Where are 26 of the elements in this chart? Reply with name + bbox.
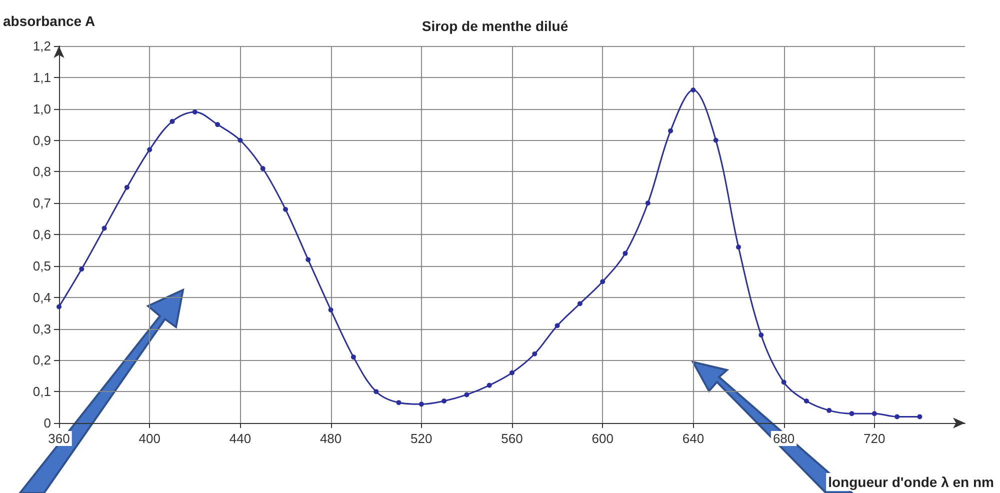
x-tick-label: 720: [864, 431, 886, 446]
chart-title: Sirop de menthe dilué: [422, 18, 568, 34]
x-tick-label: 520: [410, 431, 432, 446]
y-axis-title: absorbance A: [3, 13, 96, 29]
x-tick-label: 560: [501, 431, 523, 446]
y-tick-label: 0,2: [32, 352, 51, 368]
y-tick-label: 0,5: [32, 258, 51, 274]
x-tick-label: 600: [592, 431, 614, 446]
x-axis-title: longueur d'onde λ en nm: [828, 474, 994, 490]
y-tick-label: 1,0: [32, 101, 51, 116]
y-tick-label: 0,1: [32, 384, 51, 400]
x-tick-label: 480: [320, 431, 342, 446]
y-tick-label: 0,3: [32, 321, 51, 336]
x-tick-label: 680: [772, 431, 795, 446]
x-tick-label: 440: [229, 431, 252, 446]
y-tick-label: 1,1: [32, 70, 51, 85]
y-tick-label: 0,7: [32, 196, 51, 211]
y-tick-label: 0: [44, 416, 51, 430]
y-tick-label: 0,8: [32, 164, 51, 180]
x-tick-label: 640: [682, 431, 704, 446]
x-tick-label: 400: [138, 431, 160, 446]
y-tick-label: 1,2: [32, 38, 51, 54]
y-tick-label: 0,9: [32, 132, 51, 148]
y-tick-label: 0,6: [32, 227, 51, 242]
y-tick-label: 0,4: [32, 290, 51, 305]
x-tick-label: 360: [48, 431, 70, 446]
